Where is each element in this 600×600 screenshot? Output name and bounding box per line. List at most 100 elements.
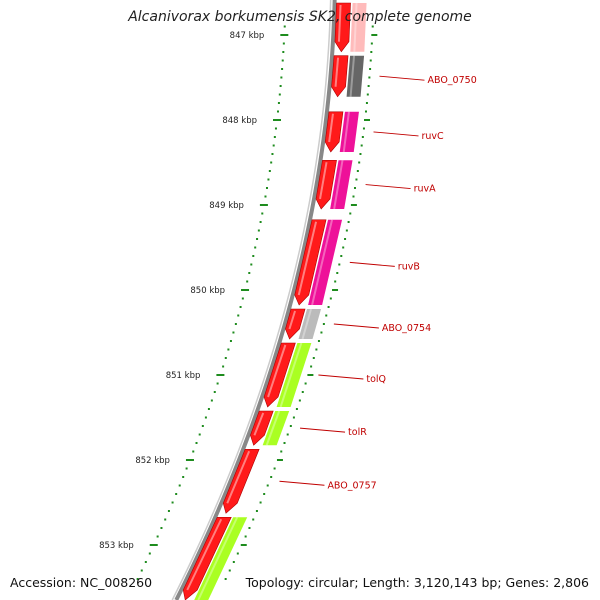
cog-highlight: [349, 55, 356, 97]
minor-tick: [175, 493, 178, 495]
minor-tick: [241, 297, 244, 300]
kbp-tick-label: 849 kbp: [209, 201, 244, 211]
outer-major-tick: [350, 204, 357, 206]
minor-tick: [204, 416, 207, 419]
kbp-tick-label: 851 kbp: [166, 371, 201, 381]
kbp-tick-label: 853 kbp: [99, 541, 134, 551]
minor-tick: [254, 246, 257, 249]
major-tick: [216, 374, 225, 376]
minor-tick: [227, 348, 230, 351]
gene-label-leader: [349, 261, 395, 267]
minor-tick: [192, 450, 195, 453]
cog-highlight: [342, 111, 350, 153]
outer-minor-tick: [336, 272, 339, 274]
minor-tick: [271, 153, 274, 155]
outer-minor-tick: [280, 450, 283, 453]
cds-highlight: [319, 162, 328, 200]
outer-minor-tick: [244, 535, 247, 538]
gene-label: ABO_0754: [382, 323, 431, 334]
outer-minor-tick: [362, 127, 365, 130]
outer-minor-tick: [232, 561, 235, 563]
kbp-tick-label: 850 kbp: [190, 286, 225, 296]
minor-tick: [160, 527, 163, 529]
outer-minor-tick: [342, 246, 345, 249]
outer-minor-tick: [320, 331, 323, 334]
minor-tick: [261, 212, 264, 215]
minor-tick: [267, 178, 270, 181]
outer-major-tick: [364, 119, 370, 121]
minor-tick: [252, 255, 255, 257]
minor-tick: [182, 476, 185, 478]
cds-highlight: [253, 412, 265, 436]
minor-tick: [281, 59, 284, 62]
outer-minor-tick: [301, 391, 304, 393]
outer-minor-tick: [360, 144, 363, 147]
outer-major-tick: [307, 374, 314, 376]
outer-minor-tick: [368, 76, 371, 79]
major-tick: [273, 119, 281, 121]
major-tick: [280, 34, 289, 36]
cds-highlight: [226, 450, 251, 504]
cds-highlight: [186, 518, 223, 591]
cog-highlight: [197, 516, 239, 600]
outer-minor-tick: [338, 263, 341, 266]
gene-label: ruvA: [414, 184, 437, 195]
outer-minor-tick: [327, 306, 330, 308]
cog-highlight: [353, 2, 358, 52]
major-tick: [185, 459, 194, 461]
minor-tick: [264, 195, 267, 198]
outer-minor-tick: [365, 102, 368, 104]
gene-label: ABO_0750: [427, 75, 476, 86]
outer-minor-tick: [358, 161, 361, 164]
outer-minor-tick: [266, 484, 269, 487]
gene-label-leader: [333, 323, 379, 329]
cog-bar: [350, 3, 367, 52]
outer-minor-tick: [283, 442, 286, 444]
outer-minor-tick: [370, 51, 373, 53]
outer-minor-tick: [356, 170, 359, 172]
cds-arrow: [331, 55, 349, 98]
outer-minor-tick: [347, 221, 350, 223]
outer-minor-tick: [369, 68, 372, 70]
minor-tick: [237, 314, 240, 317]
outer-minor-tick: [224, 578, 227, 580]
minor-tick: [210, 399, 213, 402]
outer-minor-tick: [359, 153, 362, 155]
gene-label: tolR: [348, 427, 367, 438]
gene-label: ruvC: [422, 131, 445, 142]
outer-minor-tick: [315, 348, 318, 351]
minor-tick: [156, 535, 159, 538]
minor-tick: [281, 68, 284, 70]
minor-tick: [259, 221, 262, 223]
backbone-track: [171, 0, 337, 600]
minor-tick: [270, 161, 273, 164]
backbone-arc-shadow: [171, 0, 332, 600]
cog-bar: [308, 219, 343, 305]
accession-text: Accession: NC_008260: [10, 575, 153, 590]
minor-tick: [234, 323, 237, 325]
minor-tick: [167, 510, 170, 512]
cds-arrow: [182, 516, 232, 600]
minor-tick: [283, 25, 286, 28]
minor-tick: [195, 442, 198, 444]
cds-arrow: [250, 410, 274, 446]
outer-minor-tick: [304, 382, 307, 385]
cds-highlight: [328, 113, 334, 143]
outer-major-tick: [332, 289, 339, 291]
outer-minor-tick: [255, 510, 258, 512]
minor-tick: [257, 229, 260, 232]
outer-minor-tick: [367, 85, 370, 87]
outer-minor-tick: [370, 42, 373, 45]
cog-bar: [339, 111, 359, 152]
minor-tick: [201, 425, 204, 427]
gene-label-leader: [379, 75, 425, 81]
outer-minor-tick: [334, 280, 337, 283]
minor-tick: [278, 93, 281, 96]
gene-label-leader: [365, 184, 411, 190]
outer-minor-tick: [310, 365, 313, 368]
gene-label: tolQ: [366, 374, 386, 385]
outer-minor-tick: [236, 552, 239, 555]
minor-tick: [256, 238, 259, 240]
gene-label-leader: [300, 427, 346, 433]
